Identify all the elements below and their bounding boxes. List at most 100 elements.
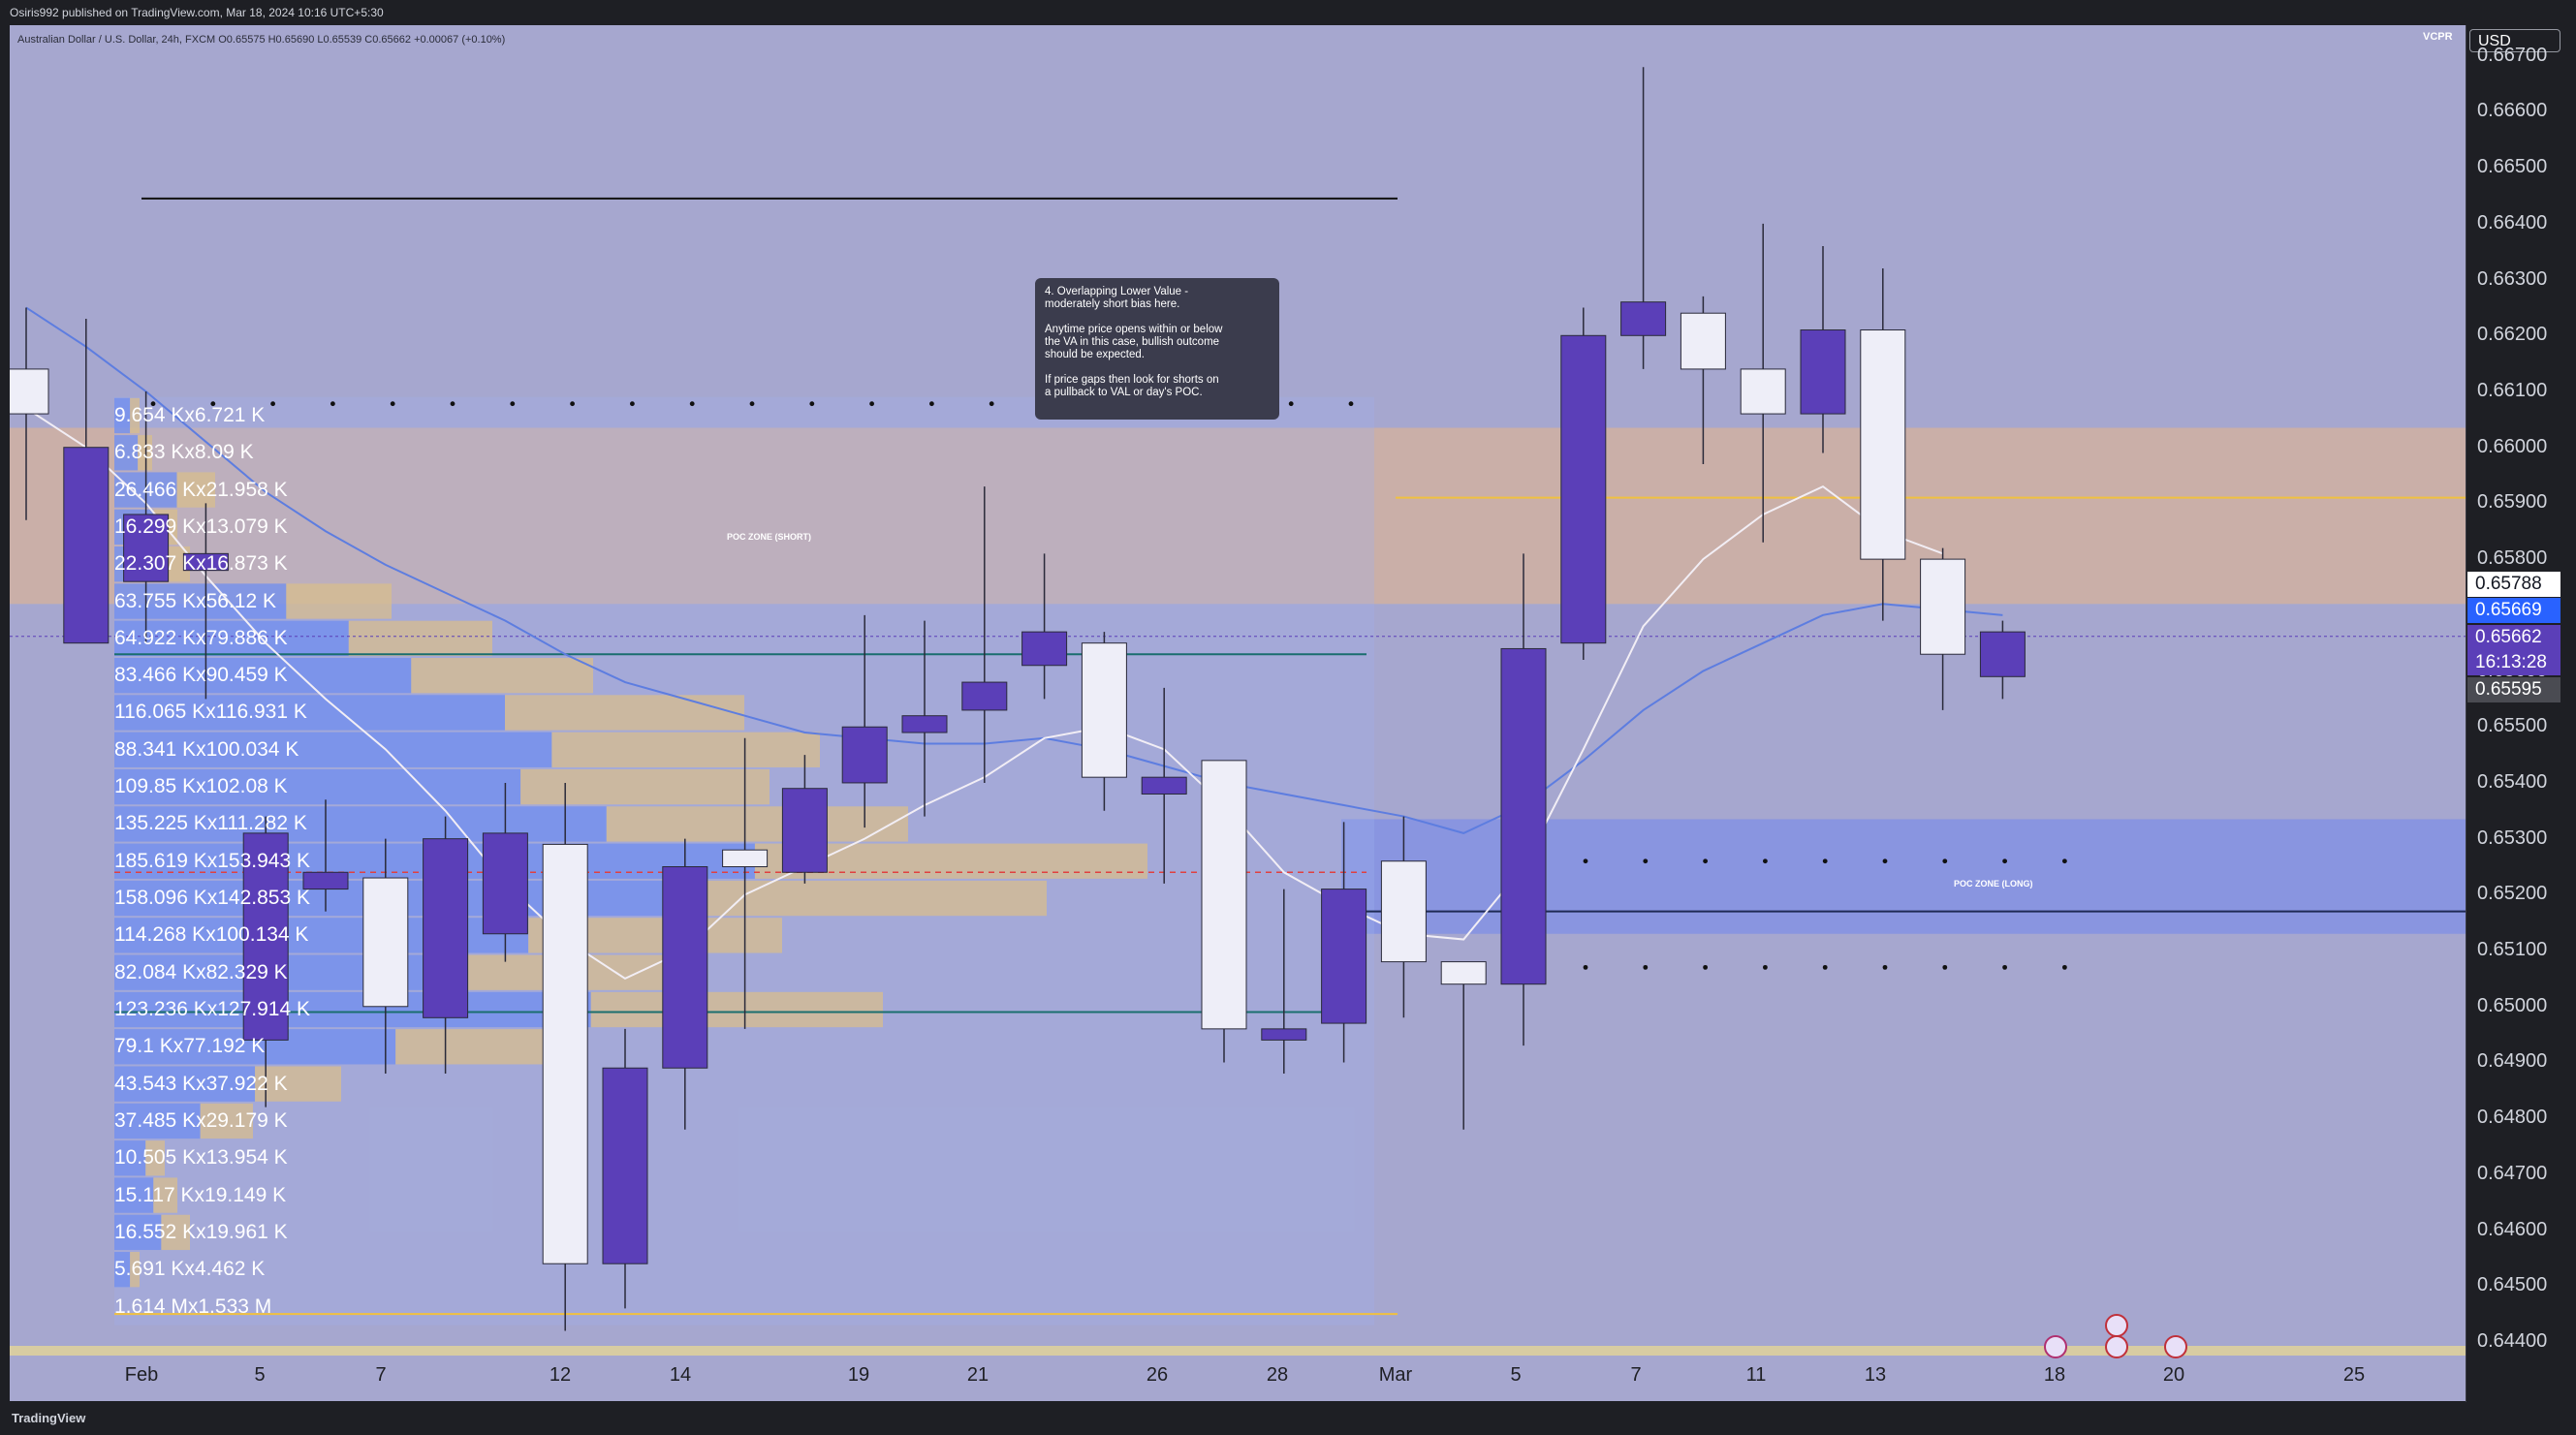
zone-dot xyxy=(1882,964,1888,970)
candle xyxy=(423,816,469,1075)
vp-dot xyxy=(809,401,815,407)
volume-bar-down xyxy=(138,435,152,471)
time-tick-label: 5 xyxy=(254,1364,266,1386)
price-tick-label: 0.65300 xyxy=(2477,827,2548,849)
vp-dot xyxy=(450,401,456,407)
time-tick-label: Mar xyxy=(1378,1364,1413,1386)
volume-profile-label: 114.268 Kx100.134 K xyxy=(114,923,309,947)
chart-svg[interactable] xyxy=(10,25,2466,1401)
volume-bar-down xyxy=(255,1066,341,1102)
price-tick-label: 0.65400 xyxy=(2477,770,2548,793)
candle xyxy=(63,318,110,644)
vp-dot xyxy=(210,401,216,407)
volume-bar-up xyxy=(114,1140,146,1176)
volume-bar-down xyxy=(286,583,392,619)
zone-dot xyxy=(2002,964,2008,970)
candle xyxy=(781,755,828,884)
volume-profile-label: 15.117 Kx19.149 K xyxy=(114,1183,287,1206)
price-tick-label: 0.66100 xyxy=(2477,380,2548,401)
candle-body xyxy=(961,681,1008,711)
volume-profile-label: 158.096 Kx142.853 K xyxy=(114,887,311,910)
time-tick-label: 25 xyxy=(2342,1364,2366,1386)
candle xyxy=(1860,268,1906,621)
candle-body xyxy=(1081,642,1127,778)
volume-profile-label: 88.341 Kx100.034 K xyxy=(114,737,299,761)
candle xyxy=(242,816,289,1107)
volume-bar-down xyxy=(692,880,1047,917)
time-tick-label: 14 xyxy=(669,1364,692,1386)
price-tick-label: 0.64800 xyxy=(2477,1107,2548,1129)
candle xyxy=(1081,632,1127,811)
annotation-note[interactable]: 4. Overlapping Lower Value - moderately … xyxy=(1035,278,1279,420)
time-axis-band xyxy=(10,1346,2466,1356)
candle-body xyxy=(1740,368,1786,415)
candle-body xyxy=(10,368,49,415)
price-tick-label: 0.66500 xyxy=(2477,156,2548,178)
time-tick-label: Feb xyxy=(124,1364,159,1386)
volume-bar-up xyxy=(114,1103,201,1139)
price-tick-label: 0.65100 xyxy=(2477,939,2548,961)
ma-blue-line xyxy=(25,306,2003,834)
chart-plot-area[interactable] xyxy=(10,25,2466,1401)
zone-dot xyxy=(1822,964,1828,970)
publisher-text: Osiris992 published on TradingView.com, … xyxy=(10,6,384,19)
volume-bar-down xyxy=(176,472,215,508)
time-tick-label: 7 xyxy=(1630,1364,1642,1386)
vp-dot xyxy=(689,401,695,407)
candle xyxy=(542,782,588,1331)
au-flag-event-icon[interactable] xyxy=(2105,1314,2128,1337)
candle xyxy=(841,614,888,828)
candle-body xyxy=(1380,860,1427,963)
time-tick-label: 28 xyxy=(1266,1364,1289,1386)
volume-profile-label: 43.543 Kx37.922 K xyxy=(114,1072,288,1095)
candle-body xyxy=(1560,334,1607,644)
price-tick-label: 0.66200 xyxy=(2477,324,2548,346)
us-flag-event-icon[interactable] xyxy=(2105,1335,2128,1358)
candle xyxy=(10,307,49,520)
candle xyxy=(1620,67,1667,369)
zone-dot xyxy=(2002,858,2008,864)
candle xyxy=(1740,223,1786,543)
zone-dot xyxy=(2062,858,2067,864)
price-tag: 0.65595 xyxy=(2467,677,2560,702)
candle-body xyxy=(1141,776,1187,795)
candle-body xyxy=(63,447,110,644)
zone-dot xyxy=(1822,858,1828,864)
zone-dot xyxy=(1703,858,1708,864)
candle-body xyxy=(841,726,888,784)
zone-dot xyxy=(1583,858,1588,864)
candle-body xyxy=(1500,647,1547,985)
symbol-header: Australian Dollar / U.S. Dollar, 24h, FX… xyxy=(17,34,506,46)
candle xyxy=(1560,307,1607,660)
candle xyxy=(602,1028,648,1309)
volume-profile-label: 16.552 Kx19.961 K xyxy=(114,1220,288,1243)
vp-dot xyxy=(510,401,516,407)
us-flag-event-icon-2[interactable] xyxy=(2164,1335,2187,1358)
volume-profile-label: 135.225 Kx111.282 K xyxy=(114,812,307,835)
bottom-bar: TradingView xyxy=(0,1402,2576,1435)
price-tag: 16:13:28 xyxy=(2467,650,2560,675)
candle xyxy=(1680,296,1726,465)
candle xyxy=(1440,961,1487,1130)
volume-bar-down xyxy=(551,732,820,767)
candle-body xyxy=(1021,631,1068,667)
time-tick-label: 18 xyxy=(2043,1364,2066,1386)
lightning-event-icon[interactable] xyxy=(2044,1335,2067,1358)
candle-body xyxy=(123,514,170,582)
currency-button[interactable]: USD xyxy=(2469,29,2560,52)
time-tick-label: 21 xyxy=(966,1364,990,1386)
price-tick-label: 0.65500 xyxy=(2477,715,2548,737)
candle-body xyxy=(1860,329,1906,560)
candle xyxy=(1920,547,1966,710)
candle-body xyxy=(1979,631,2026,677)
brand-logo: TradingView xyxy=(12,1411,86,1425)
candle-body xyxy=(423,838,469,1018)
price-tick-label: 0.64500 xyxy=(2477,1274,2548,1296)
price-scale[interactable] xyxy=(2466,25,2576,1402)
volume-bar-down xyxy=(606,806,908,842)
vp-dot xyxy=(929,401,934,407)
volume-bar-up xyxy=(114,397,131,434)
candle-body xyxy=(1201,760,1247,1030)
poc-zone-short xyxy=(10,427,2466,605)
vp-dot xyxy=(989,401,994,407)
